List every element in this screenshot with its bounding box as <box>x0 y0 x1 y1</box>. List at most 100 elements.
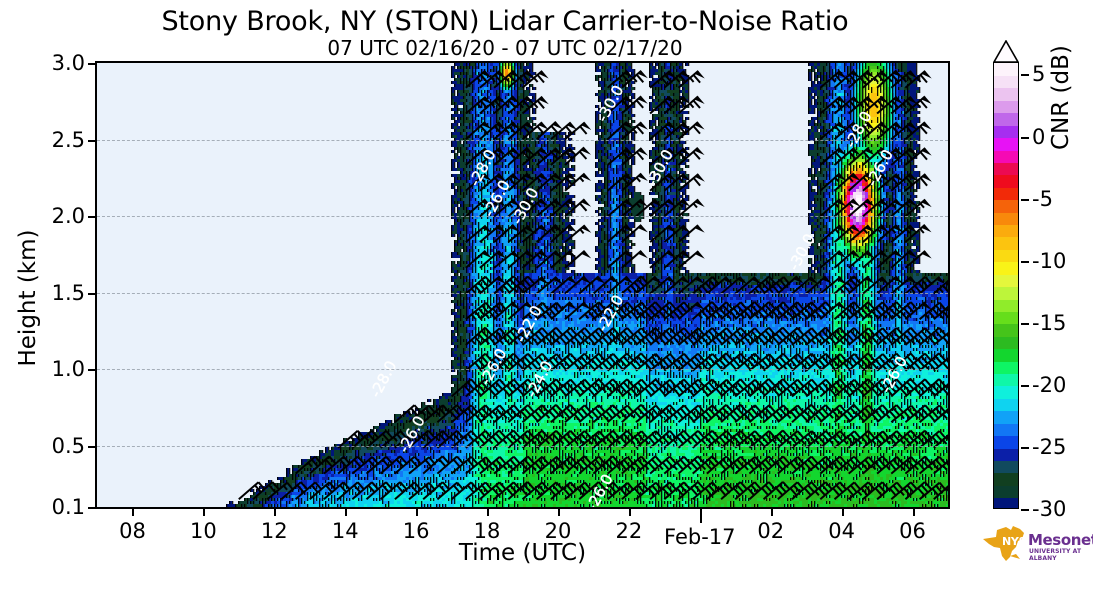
x-tick-mark <box>132 509 135 516</box>
colorbar-band <box>994 286 1018 300</box>
x-tick-label: 18 <box>474 519 501 543</box>
colorbar-band <box>994 236 1018 250</box>
colorbar-band <box>994 199 1018 213</box>
y-axis-label-wrap: Height (km) <box>8 61 48 509</box>
colorbar <box>993 40 1019 509</box>
colorbar-band <box>994 274 1018 288</box>
lidar-cnr-field: -26.0-28.0-26.0-22.0 -22.0-24.0-26.0-28.0… <box>226 63 948 507</box>
x-tick-label: 20 <box>545 519 572 543</box>
new-york-state-icon <box>983 526 1024 561</box>
colorbar-gradient <box>993 62 1019 509</box>
x-tick-mark <box>557 509 560 516</box>
chart-title: Stony Brook, NY (STON) Lidar Carrier-to-… <box>0 6 1010 37</box>
colorbar-tick-mark <box>1021 260 1029 263</box>
y-axis: 0.1 0.5 1.0 1.5 2.0 2.5 3.0 <box>0 51 95 519</box>
colorbar-band <box>994 100 1018 114</box>
x-tick-mark <box>416 509 419 516</box>
x-tick-label: 06 <box>899 519 926 543</box>
y-tick-label: 0.5 <box>52 434 85 458</box>
colorbar-band <box>994 497 1018 508</box>
colorbar-tick-mark <box>1021 509 1029 511</box>
colorbar-band <box>994 63 1018 77</box>
colorbar-band <box>994 224 1018 238</box>
colorbar-band <box>994 423 1018 437</box>
colorbar-band <box>994 187 1018 201</box>
x-tick-mark <box>274 509 277 516</box>
y-tick-label: 2.5 <box>52 128 85 152</box>
y-gridline <box>97 292 948 294</box>
colorbar-tick-mark <box>1021 74 1029 77</box>
colorbar-band <box>994 460 1018 474</box>
colorbar-band <box>994 435 1018 449</box>
x-tick-mark <box>628 509 631 516</box>
colorbar-band <box>994 212 1018 226</box>
x-tick-label: 10 <box>190 519 217 543</box>
y-gridline <box>97 216 948 218</box>
colorbar-tick-mark <box>1021 384 1029 387</box>
colorbar-band <box>994 125 1018 139</box>
logo-nys-text: NYS <box>1002 535 1027 548</box>
y-tick-mark <box>88 507 95 509</box>
colorbar-band <box>994 447 1018 461</box>
colorbar-tick-mark <box>1021 322 1029 325</box>
x-tick-label: 16 <box>403 519 430 543</box>
x-tick-mark <box>912 509 915 516</box>
x-tick-mark <box>203 509 206 516</box>
logo-university-text: UNIVERSITY AT ALBANY <box>1029 548 1088 562</box>
y-tick-mark <box>88 216 95 219</box>
y-tick-mark <box>88 369 95 372</box>
colorbar-band <box>994 373 1018 387</box>
x-tick-label: Feb-17 <box>664 525 735 549</box>
colorbar-tick-mark <box>1021 446 1029 449</box>
colorbar-band <box>994 298 1018 312</box>
y-gridline <box>97 445 948 447</box>
colorbar-band <box>994 361 1018 375</box>
y-gridline <box>97 139 948 141</box>
colorbar-band <box>994 485 1018 499</box>
wind-barbs <box>238 69 948 501</box>
colorbar-band <box>994 472 1018 486</box>
colorbar-band <box>994 323 1018 337</box>
colorbar-tick-label: -15 <box>1032 311 1066 335</box>
colorbar-band <box>994 174 1018 188</box>
colorbar-band <box>994 348 1018 362</box>
x-axis-label: Time (UTC) <box>95 540 950 566</box>
colorbar-band <box>994 87 1018 101</box>
colorbar-band <box>994 137 1018 151</box>
x-tick-label: 08 <box>119 519 146 543</box>
colorbar-tick-label: 5 <box>1032 62 1045 86</box>
colorbar-label: CNR (dB) <box>1048 45 1074 150</box>
x-tick-label: 22 <box>616 519 643 543</box>
y-tick-label: 3.0 <box>52 51 85 75</box>
colorbar-band <box>994 162 1018 176</box>
x-axis: 08 10 12 14 16 18 20 22 Feb-17 02 04 06 <box>95 509 950 569</box>
colorbar-tick-label: 0 <box>1032 125 1045 149</box>
colorbar-band <box>994 336 1018 350</box>
colorbar-tick-label: -20 <box>1032 373 1066 397</box>
chart-subtitle: 07 UTC 02/16/20 - 07 UTC 02/17/20 <box>0 36 1010 60</box>
logo-mesonet-text: Mesonet <box>1028 531 1093 549</box>
y-tick-label: 0.1 <box>52 495 85 519</box>
y-tick-mark <box>88 292 95 295</box>
colorbar-tick-label: -5 <box>1032 187 1053 211</box>
colorbar-tick-label: -30 <box>1032 497 1066 521</box>
x-tick-label: 02 <box>757 519 784 543</box>
colorbar-tick-label: -25 <box>1032 435 1066 459</box>
y-tick-label: 2.0 <box>52 204 85 228</box>
colorbar-band <box>994 249 1018 263</box>
x-tick-label: 14 <box>332 519 359 543</box>
nys-mesonet-logo: NYS Mesonet UNIVERSITY AT ALBANY <box>980 519 1093 567</box>
x-tick-label: 12 <box>261 519 288 543</box>
colorbar-extend-arrow <box>993 40 1019 63</box>
y-tick-label: 1.0 <box>52 357 85 381</box>
plot-clip: -26.0 -28.0 -26.0 -22.0 -22.0 -24.0 -26.0 -28.0… <box>97 63 948 507</box>
y-axis-label: Height (km) <box>15 98 41 498</box>
colorbar-tick-mark <box>1021 198 1029 201</box>
colorbar-band <box>994 75 1018 89</box>
colorbar-band <box>994 112 1018 126</box>
x-tick-mark <box>345 509 348 516</box>
colorbar-band <box>994 261 1018 275</box>
x-tick-mark <box>699 509 702 523</box>
colorbar-band <box>994 385 1018 399</box>
